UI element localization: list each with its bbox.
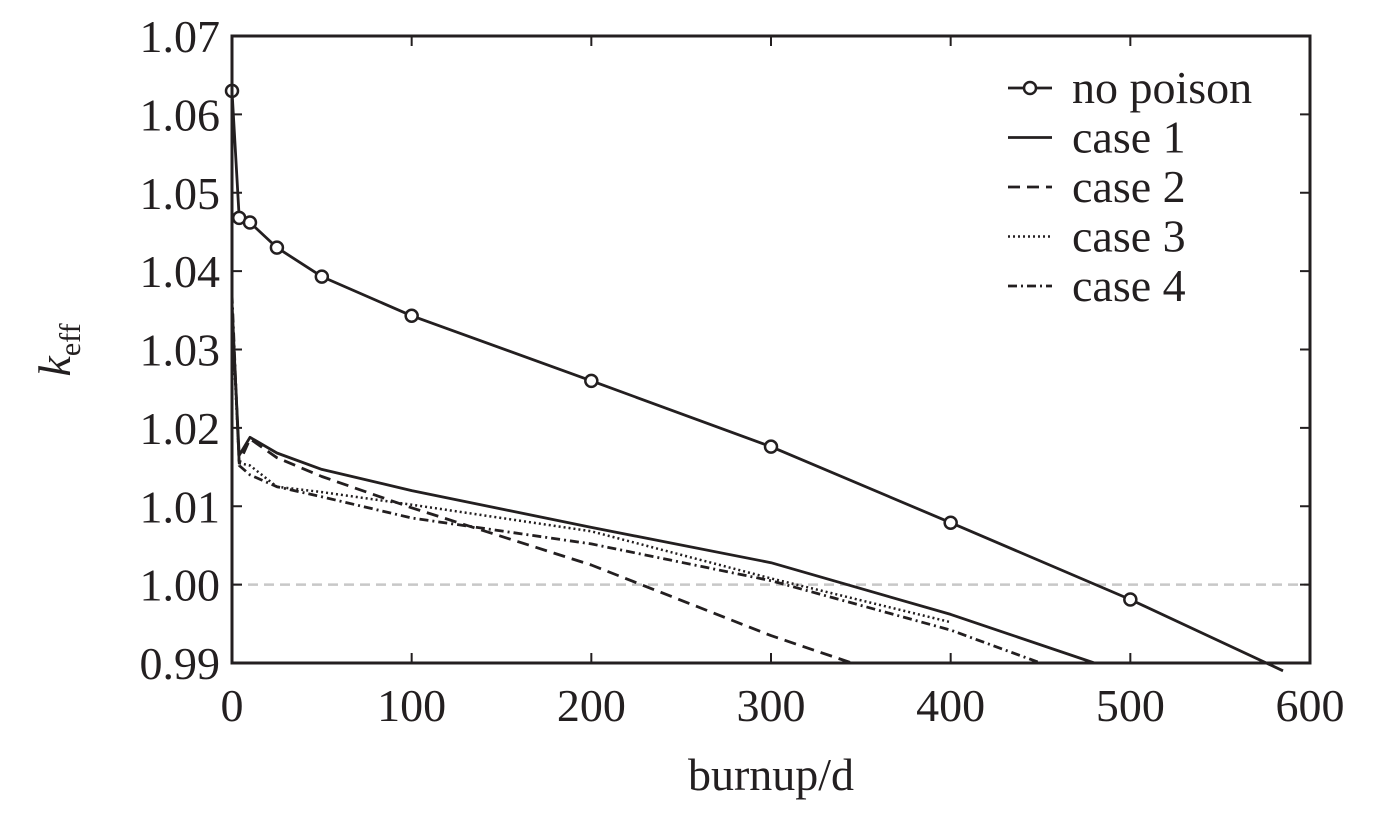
series-point <box>314 269 330 284</box>
y-axis-title-main: k <box>29 355 80 377</box>
y-tick-label: 1.03 <box>140 325 221 376</box>
legend-label: case 4 <box>1072 260 1186 311</box>
y-tick-label: 1.01 <box>140 481 221 532</box>
legend-label: case 2 <box>1072 161 1186 212</box>
x-axis-title: burnup/d <box>688 749 854 800</box>
series-point <box>584 373 599 389</box>
x-tick-label: 100 <box>377 680 446 731</box>
x-tick-label: 200 <box>557 680 626 731</box>
series-point <box>269 240 285 255</box>
series-point <box>943 515 958 530</box>
series-line-3 <box>230 302 853 665</box>
series-point <box>763 439 779 454</box>
series-point <box>1123 592 1138 607</box>
legend-label: case 1 <box>1072 112 1186 163</box>
x-tick-label: 500 <box>1096 680 1165 731</box>
series-point <box>404 308 419 324</box>
y-tick-label: 1.04 <box>140 246 221 297</box>
y-tick-label: 1.06 <box>140 89 221 140</box>
series-line-5 <box>230 294 1041 665</box>
x-tick-label: 600 <box>1276 680 1345 731</box>
x-tick-label: 300 <box>737 680 806 731</box>
plot-frame <box>230 34 1312 665</box>
y-tick-label: 1.05 <box>140 168 221 219</box>
y-tick-label: 0.99 <box>140 638 221 689</box>
y-axis-title-sub: eff <box>54 323 87 356</box>
series-line-2 <box>230 310 1095 665</box>
x-tick-label: 400 <box>916 680 985 731</box>
legend-label: no poison <box>1072 62 1252 113</box>
legend-label: case 3 <box>1072 211 1186 262</box>
legend-marker <box>1022 80 1038 96</box>
y-tick-label: 1.07 <box>140 11 221 62</box>
y-axis-title: keff <box>29 323 87 376</box>
y-tick-label: 1.02 <box>140 403 221 454</box>
x-tick-label: 0 <box>221 680 244 731</box>
y-tick-label: 1.00 <box>140 560 221 611</box>
series-line-4 <box>230 318 951 624</box>
series-point <box>242 215 258 230</box>
